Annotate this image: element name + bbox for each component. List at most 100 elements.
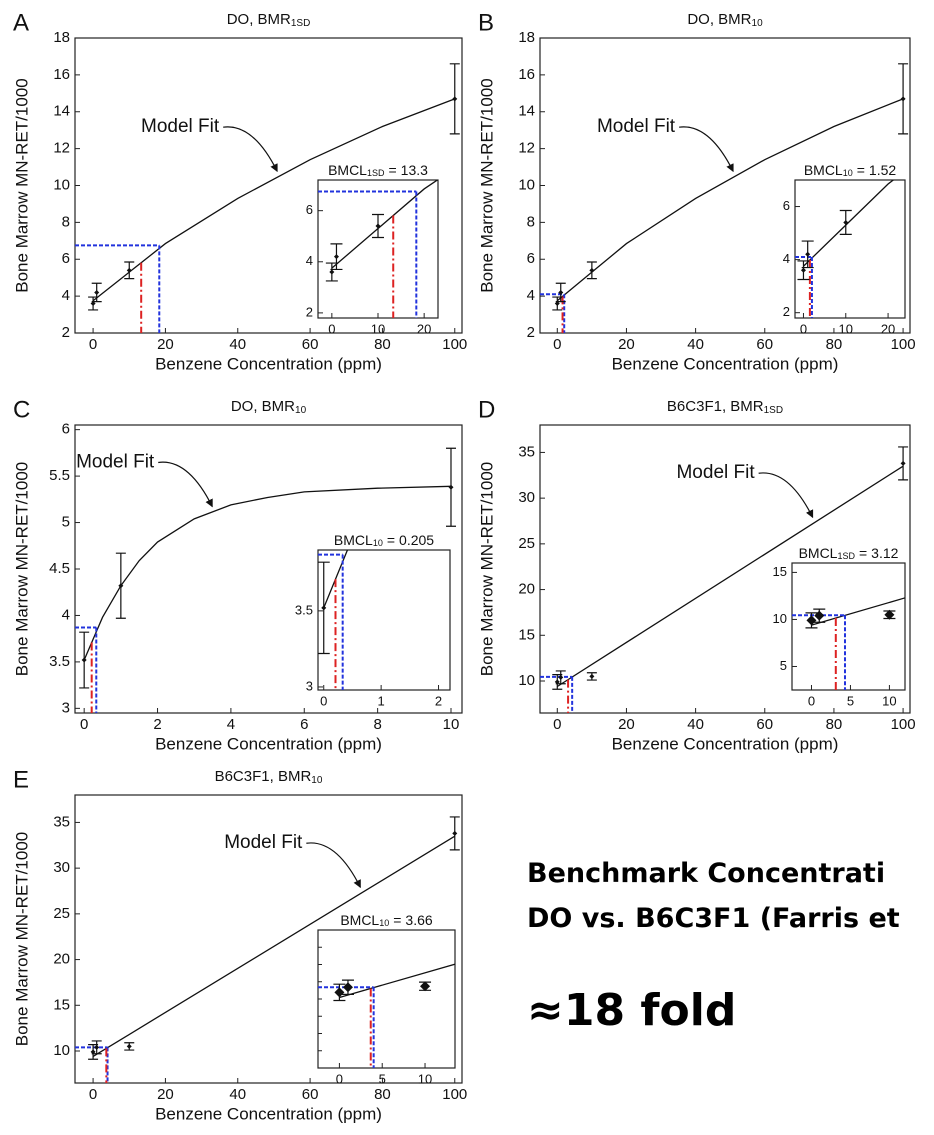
inset-label-main: BMCL	[799, 545, 838, 561]
x-tick-label: 0	[336, 1071, 343, 1086]
panel-title: B6C3F1, BMR1SD	[667, 398, 783, 416]
data-point	[81, 657, 87, 663]
plot-area	[795, 180, 895, 318]
title-main: DO, BMR	[227, 11, 291, 28]
data-point	[448, 484, 454, 490]
x-tick-label: 0	[328, 321, 335, 336]
x-tick-label: 60	[756, 716, 773, 733]
fold-text: ≈18 fold	[527, 985, 737, 1036]
x-tick-label: 4	[227, 716, 235, 733]
title-sub: 10	[752, 18, 764, 29]
annotation: Model Fit	[76, 451, 155, 472]
x-tick-label: 10	[443, 716, 460, 733]
y-tick-label: 14	[53, 103, 70, 120]
annotation: Model Fit	[597, 116, 676, 137]
x-axis-label: Benzene Concentration (ppm)	[612, 734, 839, 753]
x-tick-label: 0	[808, 693, 815, 708]
model-fit	[83, 485, 452, 661]
x-tick-label: 20	[881, 321, 895, 336]
inset-label-main: BMCL	[328, 162, 367, 178]
y-tick-label: 5	[62, 514, 70, 531]
annotation-arrow	[758, 472, 814, 519]
y-axis-label: Bone Marrow MN-RET/1000	[477, 78, 496, 292]
data-point	[900, 96, 906, 102]
data-point	[420, 981, 431, 992]
x-tick-label: 2	[153, 716, 161, 733]
x-tick-label: 80	[374, 1086, 391, 1103]
y-tick-label: 3.5	[49, 653, 70, 670]
panel-letter: D	[478, 396, 495, 423]
x-axis-label: Benzene Concentration (ppm)	[612, 354, 839, 373]
y-tick-label: 15	[53, 996, 70, 1013]
y-tick-label: 4	[783, 251, 790, 266]
data-point	[342, 982, 353, 993]
x-tick-label: 80	[826, 336, 843, 353]
y-tick-label: 4	[306, 253, 313, 268]
y-tick-label: 5.5	[49, 467, 70, 484]
data-point	[375, 223, 381, 229]
annotation: Model Fit	[676, 462, 755, 483]
x-tick-label: 0	[80, 716, 88, 733]
x-tick-label: 0	[89, 1086, 97, 1103]
panel-title: DO, BMR10	[687, 11, 763, 29]
y-tick-label: 20	[53, 951, 70, 968]
data-point	[334, 987, 345, 998]
data-point	[589, 267, 595, 273]
annotation-arrow	[223, 126, 278, 173]
x-tick-label: 80	[374, 336, 391, 353]
x-tick-label: 80	[826, 716, 843, 733]
data-point	[806, 615, 817, 626]
y-axis-label: Bone Marrow MN-RET/1000	[477, 462, 496, 676]
data-point	[800, 267, 806, 273]
x-tick-label: 40	[229, 1086, 246, 1103]
annotation-arrow	[679, 126, 734, 173]
bmcl-value: 3.12	[871, 545, 898, 561]
title-sub: 1SD	[764, 405, 783, 416]
x-tick-label: 100	[891, 716, 916, 733]
x-tick-label: 0	[320, 693, 327, 708]
plot-area	[318, 180, 438, 318]
inset-label: BMCL10 = 1.52	[804, 162, 897, 179]
panel-letter: B	[478, 9, 494, 36]
model-fit	[556, 465, 904, 688]
inset-frame	[791, 562, 906, 691]
annotation-arrow	[306, 842, 361, 889]
x-tick-label: 6	[300, 716, 308, 733]
data-point	[589, 673, 595, 679]
y-tick-label: 25	[53, 905, 70, 922]
annotation-arrow	[158, 461, 213, 508]
y-tick-label: 18	[518, 29, 535, 46]
y-tick-label: 12	[518, 140, 535, 157]
title-sub: 1SD	[291, 18, 310, 29]
inset-label-eq: =	[857, 162, 865, 178]
data-point	[118, 583, 124, 589]
inset-frame	[794, 179, 906, 319]
inset-label-eq: =	[387, 532, 395, 548]
annotation: Model Fit	[224, 832, 303, 853]
title-main: B6C3F1, BMR	[215, 768, 312, 785]
y-tick-label: 10	[518, 176, 535, 193]
x-tick-label: 5	[379, 1071, 386, 1086]
x-tick-label: 60	[302, 1086, 319, 1103]
side-line-1: Benchmark Concentrati	[527, 858, 886, 889]
y-axis-label: Bone Marrow MN-RET/1000	[12, 832, 31, 1046]
data-point	[805, 251, 811, 257]
plot-area	[75, 63, 460, 333]
y-tick-label: 30	[518, 489, 535, 506]
panel-letter: E	[13, 766, 29, 793]
inset-label-eq: =	[388, 162, 396, 178]
y-tick-label: 35	[518, 443, 535, 460]
x-tick-label: 10	[882, 693, 896, 708]
y-tick-label: 10	[53, 176, 70, 193]
data-point	[900, 460, 906, 466]
title-sub: 10	[311, 775, 323, 786]
y-tick-label: 25	[518, 535, 535, 552]
inset-label-main: BMCL	[804, 162, 843, 178]
y-tick-label: 18	[53, 29, 70, 46]
y-tick-label: 4.5	[49, 560, 70, 577]
inset-frame	[317, 929, 456, 1069]
x-tick-label: 5	[847, 693, 854, 708]
x-tick-label: 40	[687, 336, 704, 353]
bmcl-value: 0.205	[399, 532, 434, 548]
